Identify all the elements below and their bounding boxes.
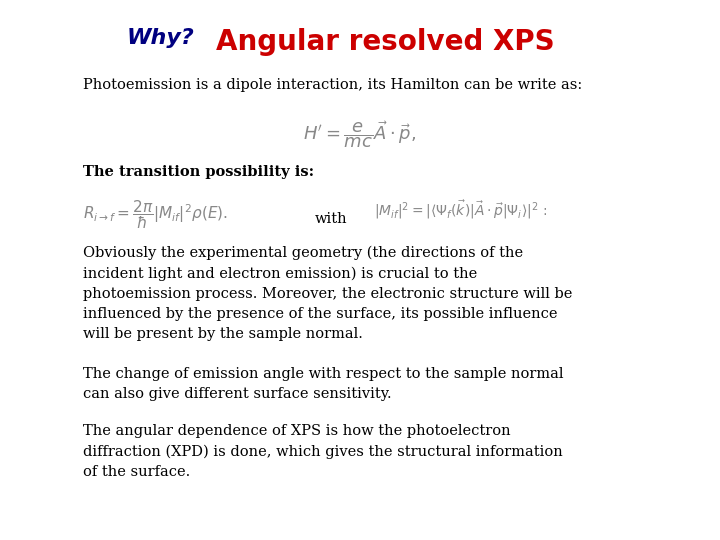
Text: The change of emission angle with respect to the sample normal
can also give dif: The change of emission angle with respec… [83, 367, 563, 401]
Text: The angular dependence of XPS is how the photoelectron
diffraction (XPD) is done: The angular dependence of XPS is how the… [83, 424, 562, 478]
Text: Obviously the experimental geometry (the directions of the
incident light and el: Obviously the experimental geometry (the… [83, 246, 572, 341]
Text: Photoemission is a dipole interaction, its Hamilton can be write as:: Photoemission is a dipole interaction, i… [83, 78, 582, 92]
Text: $|M_{if}|^2 = |\langle\Psi_f(\vec{k})|\vec{A}\cdot\vec{p}|\Psi_i\rangle|^2$ :: $|M_{if}|^2 = |\langle\Psi_f(\vec{k})|\v… [374, 199, 548, 221]
Text: The transition possibility is:: The transition possibility is: [83, 165, 314, 179]
Text: with: with [315, 212, 348, 226]
Text: $H' = \dfrac{e}{mc}\vec{A}\cdot\vec{p},$: $H' = \dfrac{e}{mc}\vec{A}\cdot\vec{p},$ [304, 119, 416, 150]
Text: $R_{i\to f} = \dfrac{2\pi}{\hbar}|M_{if}|^2\rho(E).$: $R_{i\to f} = \dfrac{2\pi}{\hbar}|M_{if}… [83, 199, 228, 232]
Text: Angular resolved XPS: Angular resolved XPS [216, 28, 554, 56]
Text: Why?: Why? [127, 28, 194, 48]
